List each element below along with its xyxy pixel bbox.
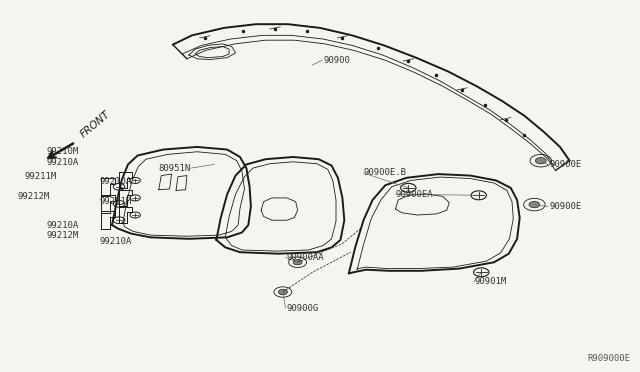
- Text: 90900E: 90900E: [549, 202, 581, 211]
- Text: 90900E: 90900E: [549, 160, 581, 169]
- Text: 90900EA: 90900EA: [396, 190, 433, 199]
- Text: 99212M: 99212M: [46, 231, 78, 240]
- Text: 99210M: 99210M: [46, 147, 78, 156]
- Text: 99212M: 99212M: [18, 192, 50, 201]
- Text: 99210A: 99210A: [46, 158, 78, 167]
- Circle shape: [293, 260, 302, 265]
- Circle shape: [529, 202, 540, 208]
- Text: 90900: 90900: [323, 56, 350, 65]
- Text: R909000E: R909000E: [588, 354, 630, 363]
- Text: 90900AA: 90900AA: [287, 253, 324, 262]
- Circle shape: [536, 158, 546, 164]
- Text: FRONT: FRONT: [78, 109, 112, 140]
- Text: 90900E.B: 90900E.B: [364, 169, 406, 177]
- Text: 90900G: 90900G: [287, 304, 319, 312]
- Circle shape: [278, 289, 287, 295]
- Text: 99210A: 99210A: [99, 237, 131, 246]
- Text: 80951N: 80951N: [159, 164, 191, 173]
- Text: 99211M: 99211M: [24, 172, 56, 181]
- Text: 90901M: 90901M: [475, 278, 507, 286]
- Text: 99211M: 99211M: [99, 197, 131, 206]
- Text: 99210A: 99210A: [99, 177, 131, 186]
- Text: 99210A: 99210A: [46, 221, 78, 230]
